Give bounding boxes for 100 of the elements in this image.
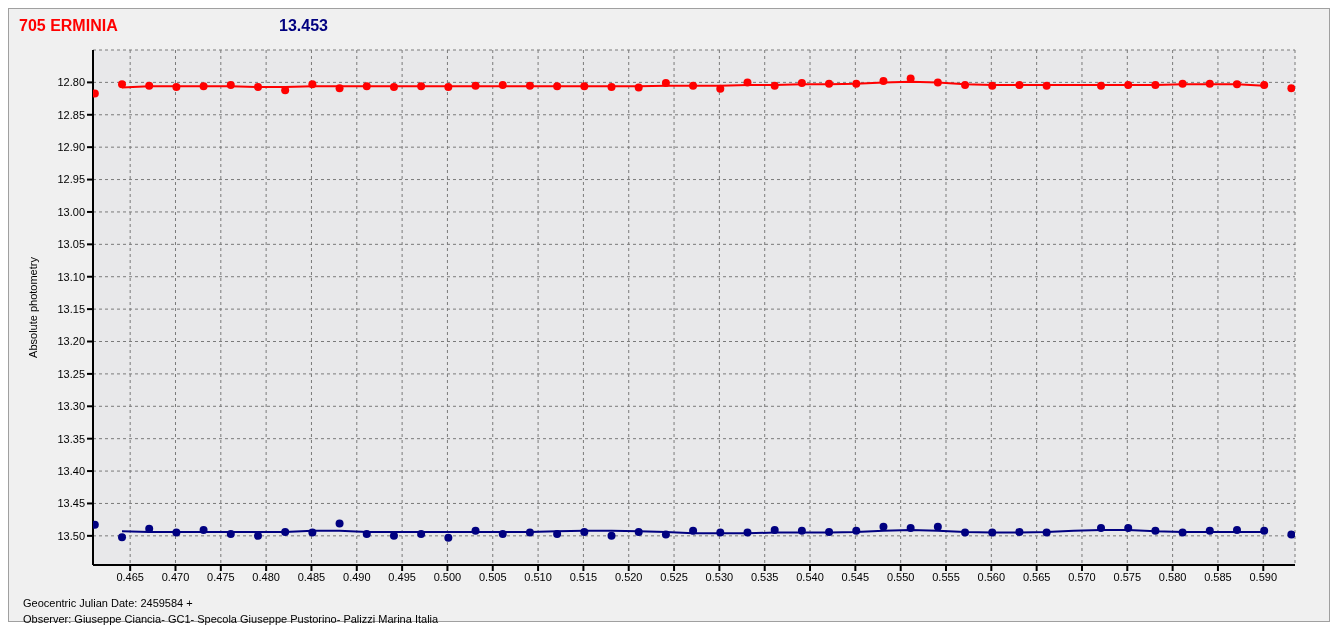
point: [281, 527, 290, 536]
point: [1015, 80, 1024, 89]
point: [580, 527, 589, 536]
point: [444, 533, 453, 542]
point: [145, 81, 154, 90]
x-tick-label: 0.545: [841, 570, 870, 583]
point: [879, 522, 888, 531]
point: [607, 531, 616, 540]
point: [580, 82, 589, 91]
point: [1287, 84, 1295, 93]
x-axis-title: Geocentric Julian Date: 2459584 +: [23, 597, 193, 609]
point: [961, 528, 970, 537]
point: [498, 80, 507, 89]
point: [634, 527, 643, 536]
chart-subtitle: 13.453: [279, 17, 328, 35]
x-tick-label: 0.520: [614, 570, 643, 583]
y-axis-title: Absolute photometry: [26, 256, 39, 358]
point: [879, 77, 888, 86]
point: [716, 84, 725, 93]
point: [471, 81, 480, 90]
point: [525, 528, 534, 537]
point: [988, 81, 997, 90]
x-tick-label: 0.480: [252, 570, 280, 583]
point: [797, 79, 806, 88]
point: [118, 533, 127, 542]
point: [797, 526, 806, 535]
point: [770, 526, 779, 535]
point: [661, 530, 670, 539]
point: [417, 82, 426, 91]
text: Observer: Giuseppe Ciancia- GC1- Specola Giuseppe Pustorino- Palizzi Marina Italia: [23, 613, 439, 625]
point: [444, 82, 453, 91]
point: [1151, 526, 1160, 535]
point: [607, 82, 616, 91]
y-tick-label: 12.85: [57, 108, 85, 121]
y-tick-label: 13.15: [57, 303, 85, 316]
x-tick-label: 0.530: [705, 570, 734, 583]
point: [933, 522, 942, 531]
point: [689, 81, 698, 90]
point: [743, 78, 752, 87]
point: [226, 529, 235, 538]
point: [308, 80, 317, 89]
point: [1015, 527, 1024, 536]
point: [1124, 524, 1133, 533]
point: [1097, 524, 1106, 533]
point: [661, 79, 670, 88]
y-tick-label: 13.40: [57, 464, 85, 477]
point: [335, 84, 344, 93]
point: [553, 82, 562, 91]
chart-title: 705 ERMINIA: [19, 17, 118, 35]
x-tick-label: 0.510: [524, 570, 552, 583]
point: [389, 82, 398, 91]
x-tick-label: 0.465: [116, 570, 144, 583]
point: [1260, 526, 1269, 535]
x-tick-label: 0.560: [977, 570, 1006, 583]
point: [1205, 79, 1214, 88]
point: [1287, 530, 1295, 539]
point: [961, 80, 970, 89]
y-tick-label: 13.10: [57, 270, 85, 283]
point: [362, 529, 371, 538]
point: [933, 78, 942, 87]
x-tick-label: 0.565: [1022, 570, 1051, 583]
x-tick-label: 0.500: [433, 570, 462, 583]
y-tick-label: 13.50: [57, 529, 85, 542]
point: [689, 526, 698, 535]
point: [498, 529, 507, 538]
x-tick-label: 0.475: [207, 570, 235, 583]
point: [1178, 528, 1187, 537]
point: [471, 526, 480, 535]
y-tick-label: 13.20: [57, 335, 85, 348]
point: [253, 82, 262, 91]
y-tick-label: 12.80: [57, 76, 85, 89]
point: [281, 86, 290, 95]
point: [988, 528, 997, 537]
x-tick-label: 0.490: [343, 570, 371, 583]
y-tick-label: 13.45: [57, 497, 85, 510]
point: [634, 83, 643, 92]
y-tick-label: 13.05: [57, 238, 85, 251]
point: [716, 528, 725, 537]
x-tick-label: 0.585: [1204, 570, 1232, 583]
x-tick-label: 0.515: [569, 570, 598, 583]
point: [553, 529, 562, 538]
point: [1151, 80, 1160, 89]
point: [417, 529, 426, 538]
point: [1260, 80, 1269, 89]
y-tick-label: 13.35: [57, 432, 85, 445]
point: [172, 82, 181, 91]
y-tick-label: 12.95: [57, 173, 85, 186]
x-tick-label: 0.535: [750, 570, 779, 583]
x-tick-label: 0.470: [161, 570, 190, 583]
point: [335, 519, 344, 528]
point: [852, 526, 861, 535]
x-tick-label: 0.540: [796, 570, 824, 583]
point: [1232, 526, 1241, 535]
point: [1042, 81, 1051, 90]
x-tick-label: 0.555: [932, 570, 960, 583]
y-tick-label: 13.25: [57, 367, 85, 380]
x-tick-label: 0.550: [886, 570, 915, 583]
point: [770, 81, 779, 90]
point: [525, 81, 534, 90]
point: [1124, 80, 1133, 89]
